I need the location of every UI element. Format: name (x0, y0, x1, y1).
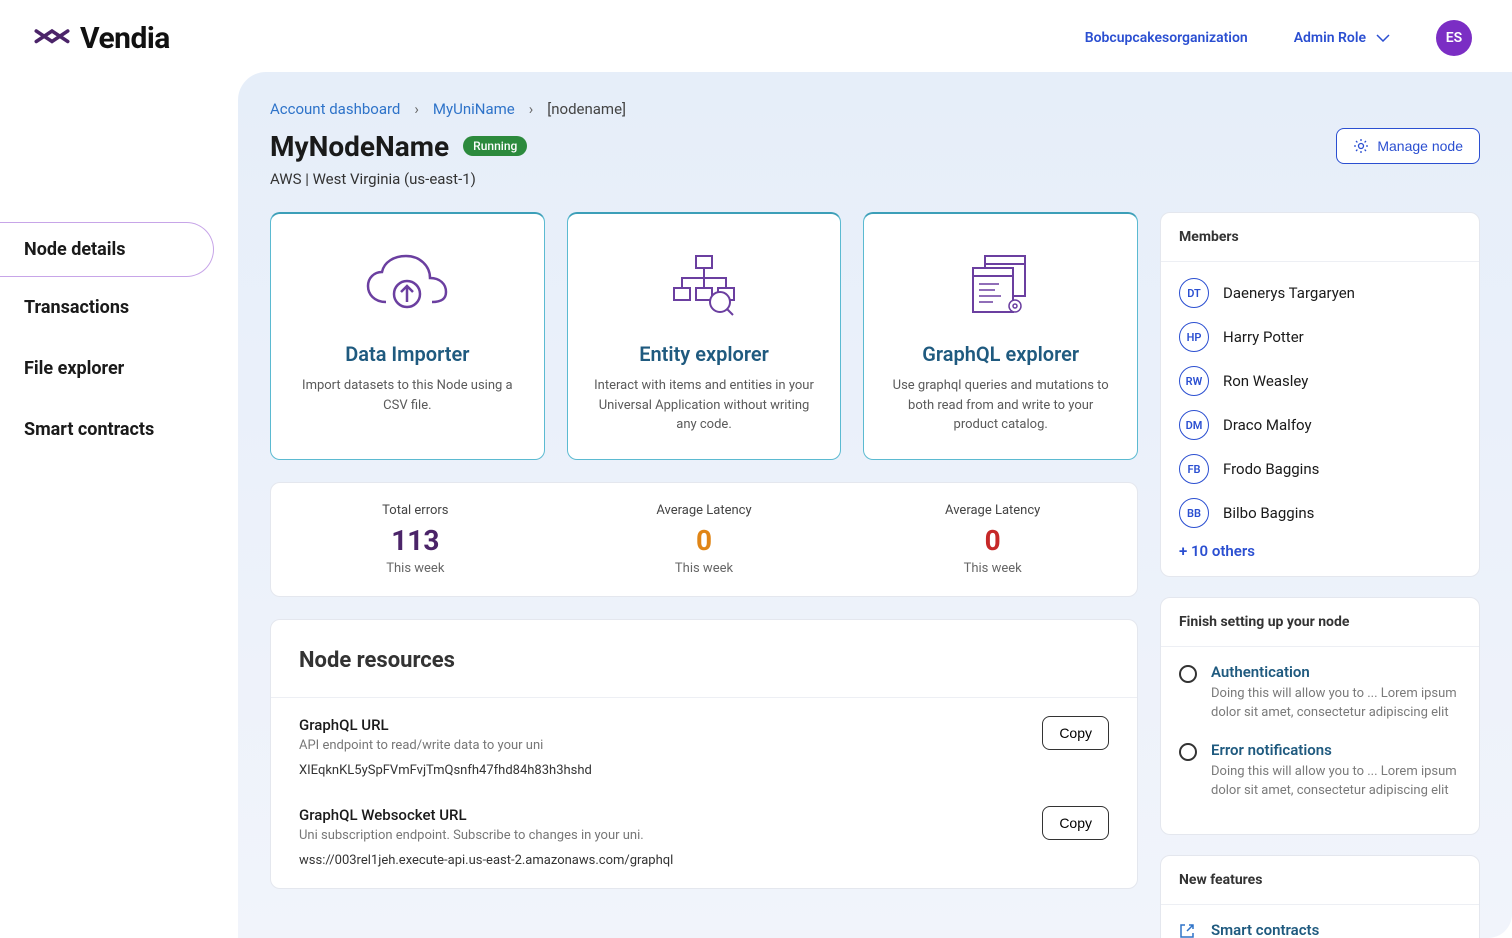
members-title: Members (1161, 213, 1479, 262)
gear-icon (1353, 138, 1369, 154)
resource-title: GraphQL URL (299, 716, 1022, 734)
resource-desc: Uni subscription endpoint. Subscribe to … (299, 828, 1022, 843)
chevron-right-icon: › (529, 100, 534, 118)
setup-item: Authentication Doing this will allow you… (1179, 663, 1461, 723)
sidebar: Node details Transactions File explorer … (0, 72, 238, 938)
status-badge: Running (463, 136, 527, 156)
resources-title: Node resources (271, 620, 1137, 698)
features-title: New features (1161, 856, 1479, 905)
setup-panel: Finish setting up your node Authenticati… (1160, 597, 1480, 835)
chevron-down-icon (1376, 34, 1390, 42)
breadcrumb: Account dashboard › MyUniName › [nodenam… (270, 100, 1480, 118)
resource-desc: API endpoint to read/write data to your … (299, 738, 1022, 753)
member-row[interactable]: DM Draco Malfoy (1179, 410, 1461, 440)
members-more-link[interactable]: + 10 others (1179, 542, 1461, 560)
chevron-right-icon: › (414, 100, 419, 118)
radio-unchecked-icon[interactable] (1179, 743, 1197, 761)
setup-item-title[interactable]: Authentication (1211, 663, 1461, 681)
resource-value: wss://003rel1jeh.execute-api.us-east-2.a… (299, 853, 1022, 868)
setup-item-title[interactable]: Error notifications (1211, 741, 1461, 759)
card-graphql-explorer[interactable]: GraphQL explorer Use graphql queries and… (863, 212, 1138, 460)
breadcrumb-current: [nodename] (547, 100, 626, 118)
setup-item-desc: Doing this will allow you to ... Lorem i… (1211, 763, 1461, 801)
setup-item: Error notifications Doing this will allo… (1179, 741, 1461, 801)
manage-node-label: Manage node (1377, 138, 1463, 154)
setup-item-desc: Doing this will allow you to ... Lorem i… (1211, 685, 1461, 723)
card-data-importer[interactable]: Data Importer Import datasets to this No… (270, 212, 545, 460)
card-desc: Import datasets to this Node using a CSV… (291, 376, 524, 415)
member-row[interactable]: HP Harry Potter (1179, 322, 1461, 352)
nav-node-details[interactable]: Node details (0, 222, 214, 277)
vendia-logo-icon (34, 24, 70, 52)
card-entity-explorer[interactable]: Entity explorer Interact with items and … (567, 212, 842, 460)
cloud-upload-icon (362, 244, 452, 324)
user-avatar[interactable]: ES (1436, 20, 1472, 56)
resource-value: XIEqknKL5ySpFVmFvjTmQsnfh47fhd84h83h3hsh… (299, 763, 1022, 778)
brand-logo[interactable]: Vendia (34, 21, 170, 56)
brand-name: Vendia (80, 21, 170, 56)
setup-title: Finish setting up your node (1161, 598, 1479, 647)
manage-node-button[interactable]: Manage node (1336, 128, 1480, 164)
card-title: Data Importer (345, 342, 469, 366)
resource-row: GraphQL URL API endpoint to read/write d… (271, 698, 1137, 798)
resources-card: Node resources GraphQL URL API endpoint … (270, 619, 1138, 889)
copy-button[interactable]: Copy (1042, 716, 1109, 750)
page-subtitle: AWS | West Virginia (us-east-1) (270, 170, 1480, 188)
sitemap-icon (668, 244, 740, 324)
member-row[interactable]: BB Bilbo Baggins (1179, 498, 1461, 528)
feature-title[interactable]: Smart contracts (1211, 921, 1461, 938)
nav-smart-contracts[interactable]: Smart contracts (0, 399, 238, 460)
feature-item: Smart contracts You can now use Smart Co… (1179, 921, 1461, 938)
breadcrumb-link[interactable]: MyUniName (433, 100, 515, 118)
resource-row: GraphQL Websocket URL Uni subscription e… (271, 798, 1137, 888)
stats-card: Total errors 113 This week Average Laten… (270, 482, 1138, 597)
nav-file-explorer[interactable]: File explorer (0, 338, 238, 399)
copy-button[interactable]: Copy (1042, 806, 1109, 840)
members-panel: Members DT Daenerys Targaryen HP Harry P… (1160, 212, 1480, 577)
member-row[interactable]: DT Daenerys Targaryen (1179, 278, 1461, 308)
org-link[interactable]: Bobcupcakesorganization (1085, 30, 1248, 46)
page-title: MyNodeName (270, 130, 449, 163)
stat-avg-latency-2: Average Latency 0 This week (848, 503, 1137, 576)
role-label: Admin Role (1294, 30, 1366, 46)
radio-unchecked-icon[interactable] (1179, 665, 1197, 683)
member-row[interactable]: RW Ron Weasley (1179, 366, 1461, 396)
member-row[interactable]: FB Frodo Baggins (1179, 454, 1461, 484)
code-windows-icon (965, 244, 1037, 324)
nav-transactions[interactable]: Transactions (0, 277, 238, 338)
card-desc: Use graphql queries and mutations to bot… (884, 376, 1117, 435)
stat-total-errors: Total errors 113 This week (271, 503, 560, 576)
external-link-icon (1179, 923, 1197, 938)
stat-avg-latency-1: Average Latency 0 This week (560, 503, 849, 576)
card-title: Entity explorer (639, 342, 769, 366)
breadcrumb-link[interactable]: Account dashboard (270, 100, 400, 118)
features-panel: New features Smart contracts You can now… (1160, 855, 1480, 938)
card-title: GraphQL explorer (922, 342, 1079, 366)
card-desc: Interact with items and entities in your… (588, 376, 821, 435)
role-dropdown[interactable]: Admin Role (1294, 30, 1390, 46)
resource-title: GraphQL Websocket URL (299, 806, 1022, 824)
